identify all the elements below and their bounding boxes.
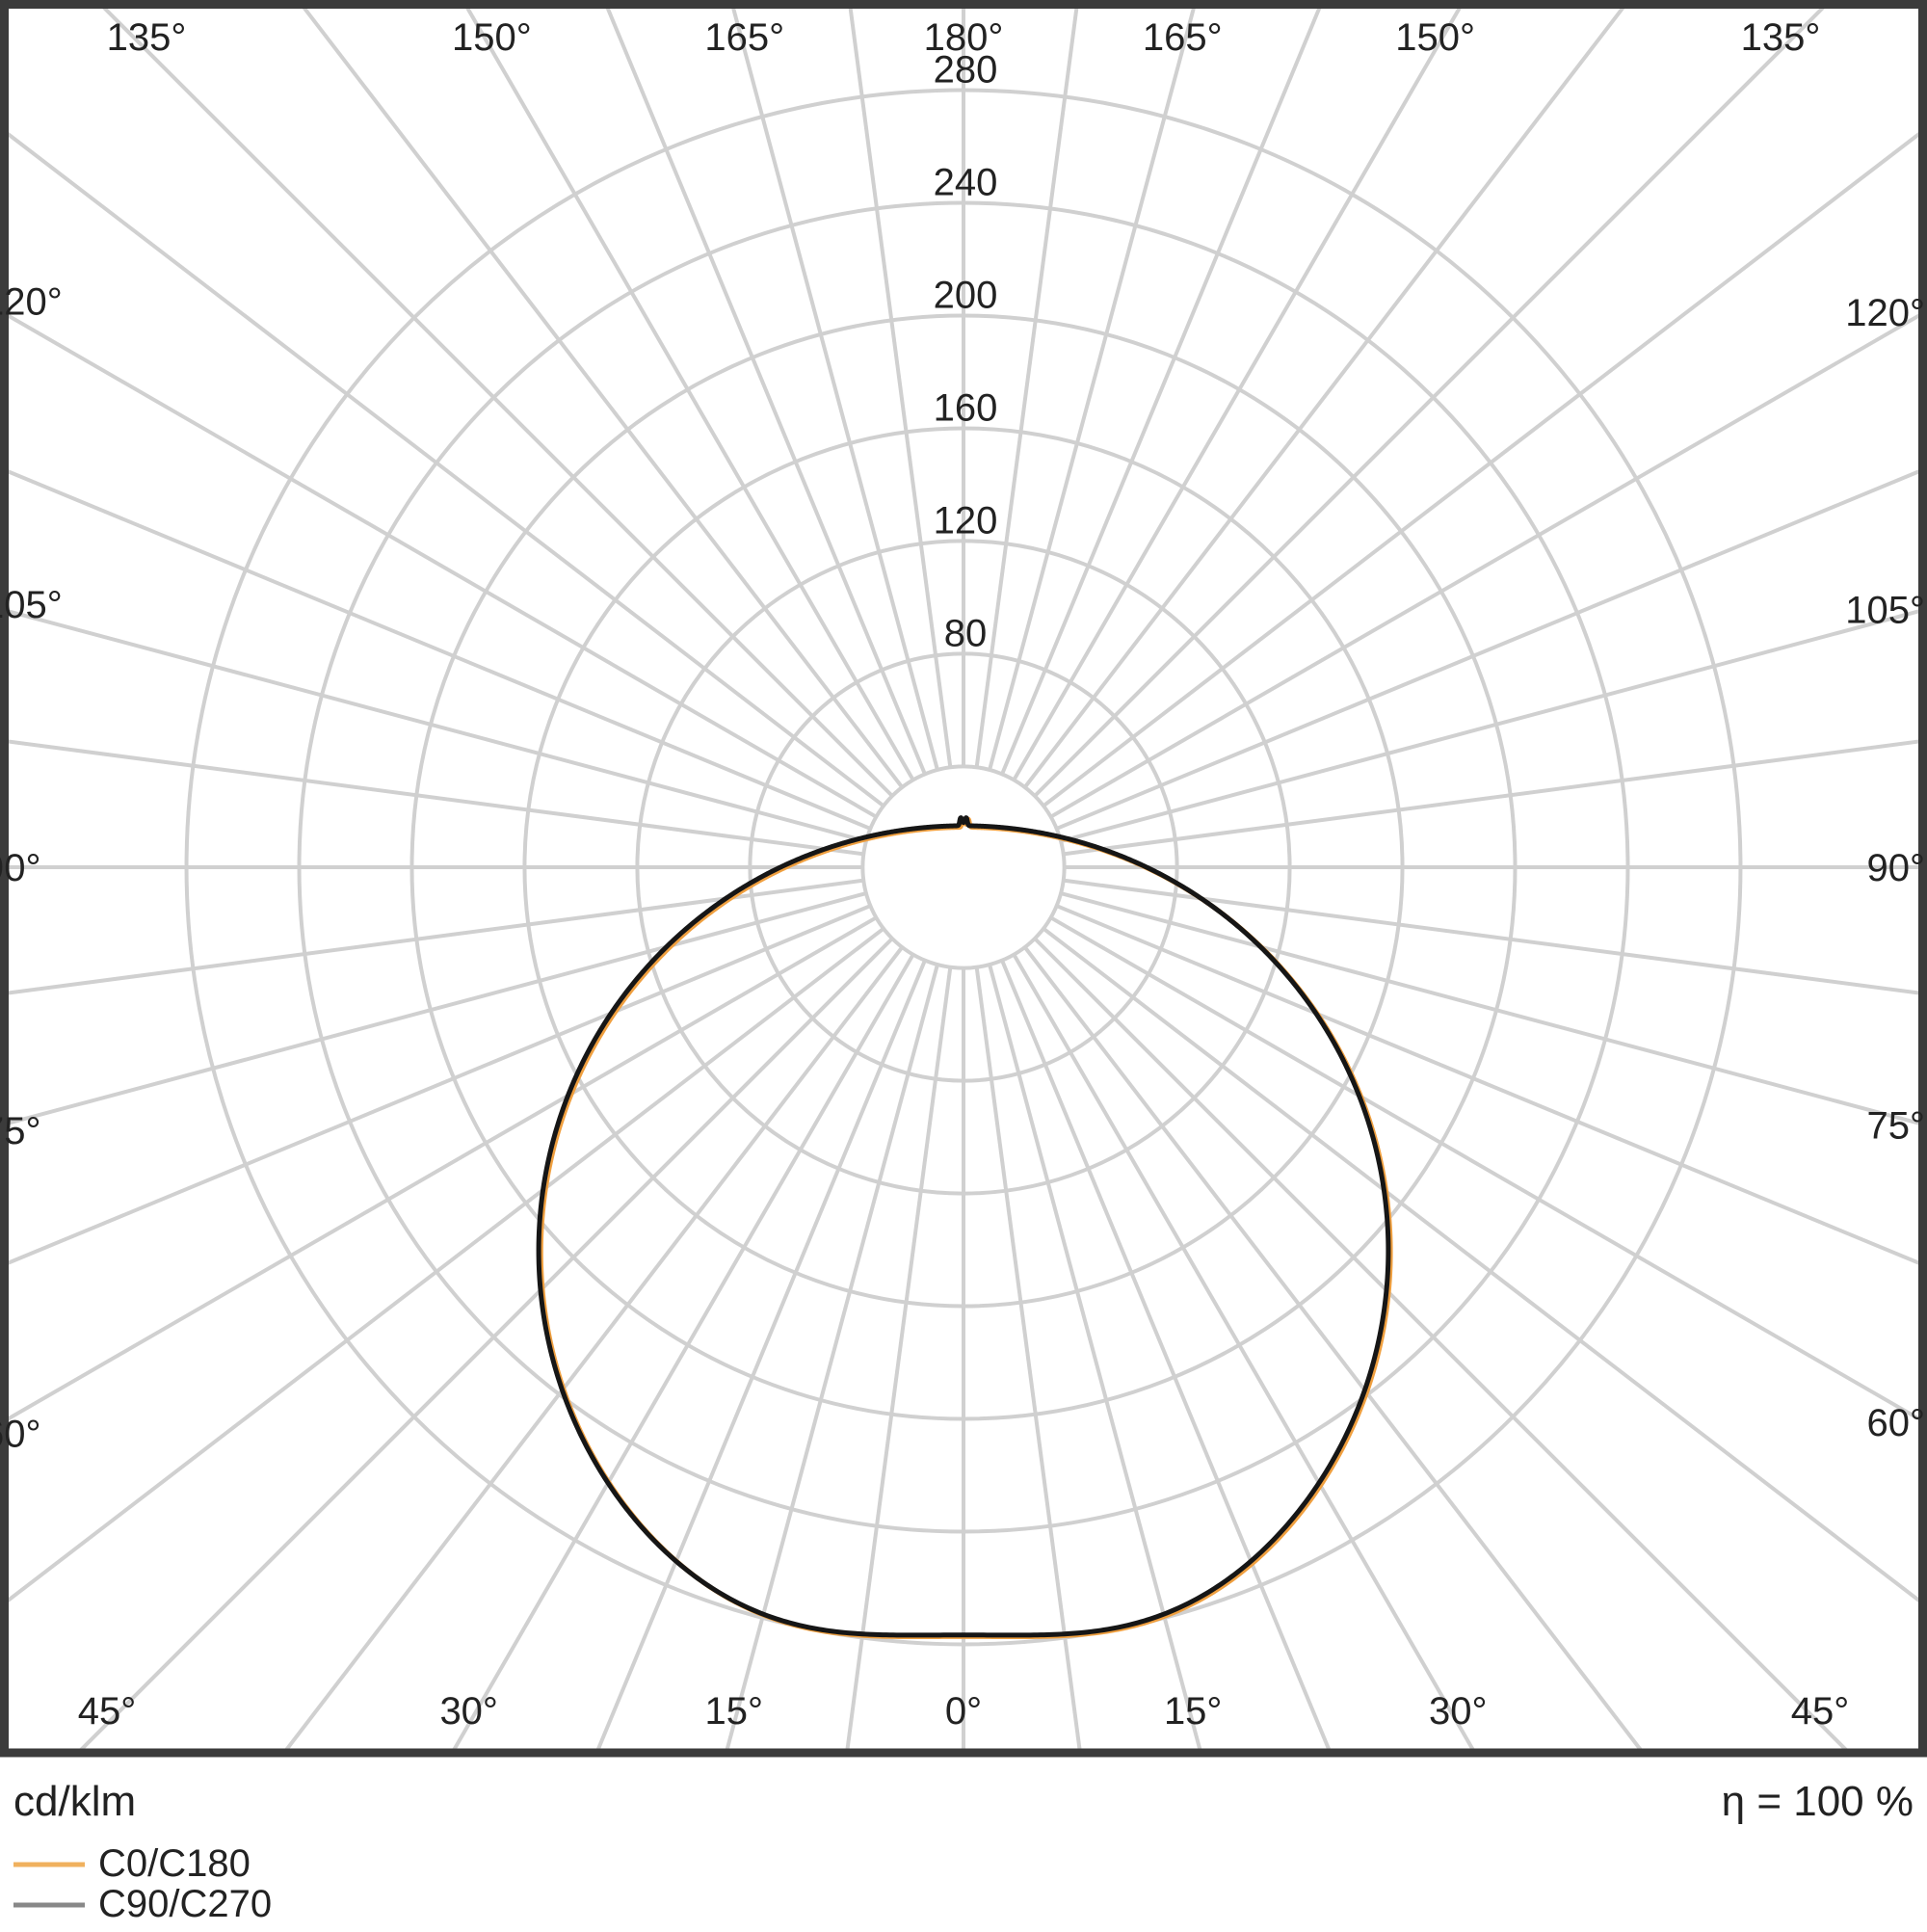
- svg-text:105°: 105°: [1845, 590, 1925, 632]
- svg-text:165°: 165°: [704, 16, 784, 59]
- svg-text:120: 120: [934, 499, 998, 542]
- svg-text:280: 280: [934, 49, 998, 92]
- svg-text:150°: 150°: [452, 16, 532, 59]
- svg-text:C90/C270: C90/C270: [98, 1883, 272, 1925]
- svg-text:cd/klm: cd/klm: [13, 1778, 136, 1825]
- svg-text:135°: 135°: [107, 16, 187, 59]
- svg-text:15°: 15°: [705, 1690, 764, 1733]
- svg-text:η = 100 %: η = 100 %: [1722, 1778, 1914, 1825]
- svg-text:45°: 45°: [1791, 1690, 1850, 1733]
- svg-text:60°: 60°: [0, 1414, 41, 1456]
- svg-text:120°: 120°: [1845, 292, 1925, 334]
- svg-text:200: 200: [934, 275, 998, 317]
- svg-text:75°: 75°: [0, 1110, 41, 1152]
- svg-text:45°: 45°: [78, 1690, 137, 1733]
- svg-text:165°: 165°: [1143, 16, 1223, 59]
- svg-text:120°: 120°: [0, 280, 63, 323]
- svg-text:60°: 60°: [1867, 1402, 1926, 1444]
- svg-text:C0/C180: C0/C180: [98, 1842, 251, 1885]
- svg-text:30°: 30°: [1429, 1690, 1488, 1733]
- svg-text:90°: 90°: [0, 847, 41, 889]
- svg-text:150°: 150°: [1395, 16, 1475, 59]
- svg-text:0°: 0°: [945, 1690, 982, 1733]
- svg-text:105°: 105°: [0, 584, 63, 626]
- svg-text:90°: 90°: [1867, 847, 1926, 889]
- svg-text:75°: 75°: [1867, 1104, 1926, 1147]
- svg-text:30°: 30°: [439, 1690, 498, 1733]
- svg-text:160: 160: [934, 387, 998, 430]
- svg-text:240: 240: [934, 162, 998, 204]
- svg-text:15°: 15°: [1164, 1690, 1223, 1733]
- svg-text:135°: 135°: [1741, 16, 1821, 59]
- svg-text:80: 80: [944, 612, 988, 654]
